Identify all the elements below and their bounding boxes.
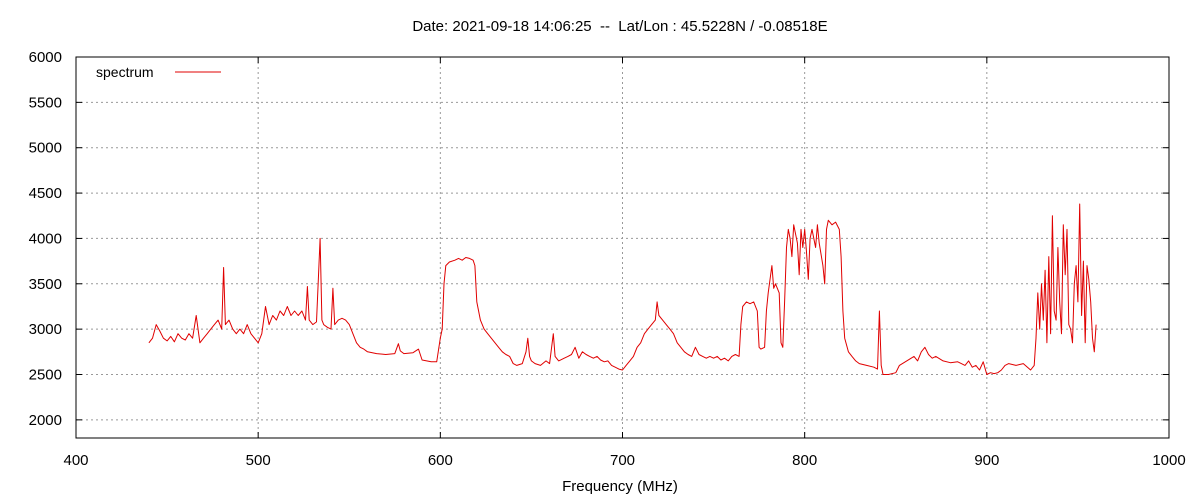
x-tick-label: 800 [792,452,817,469]
y-tick-label: 5000 [29,140,62,157]
grid [76,57,1169,438]
legend: spectrum [96,64,221,80]
y-tick-label: 2000 [29,412,62,429]
plot-frame [75,56,1170,439]
chart-title: Date: 2021-09-18 14:06:25 -- Lat/Lon : 4… [412,18,828,35]
x-tick-label: 400 [63,452,88,469]
series-line-spectrum [148,203,1097,375]
x-tick-label: 600 [428,452,453,469]
legend-label-spectrum: spectrum [96,64,154,80]
x-axis-label: Frequency (MHz) [562,478,678,495]
x-tick-label: 700 [610,452,635,469]
y-tick-label: 2500 [29,367,62,384]
y-tick-label: 3000 [29,321,62,338]
y-tick-label: 4500 [29,185,62,202]
axis-ticks: 400 500 600 700 800 900 1000 2000 2500 3000 3500 40… [29,49,1186,469]
x-tick-label: 500 [246,452,271,469]
y-tick-label: 6000 [29,49,62,66]
y-tick-label: 5500 [29,94,62,111]
series-layer [148,203,1097,375]
y-tick-label: 4000 [29,230,62,247]
y-tick-label: 3500 [29,276,62,293]
x-tick-label: 1000 [1152,452,1185,469]
x-tick-label: 900 [974,452,999,469]
